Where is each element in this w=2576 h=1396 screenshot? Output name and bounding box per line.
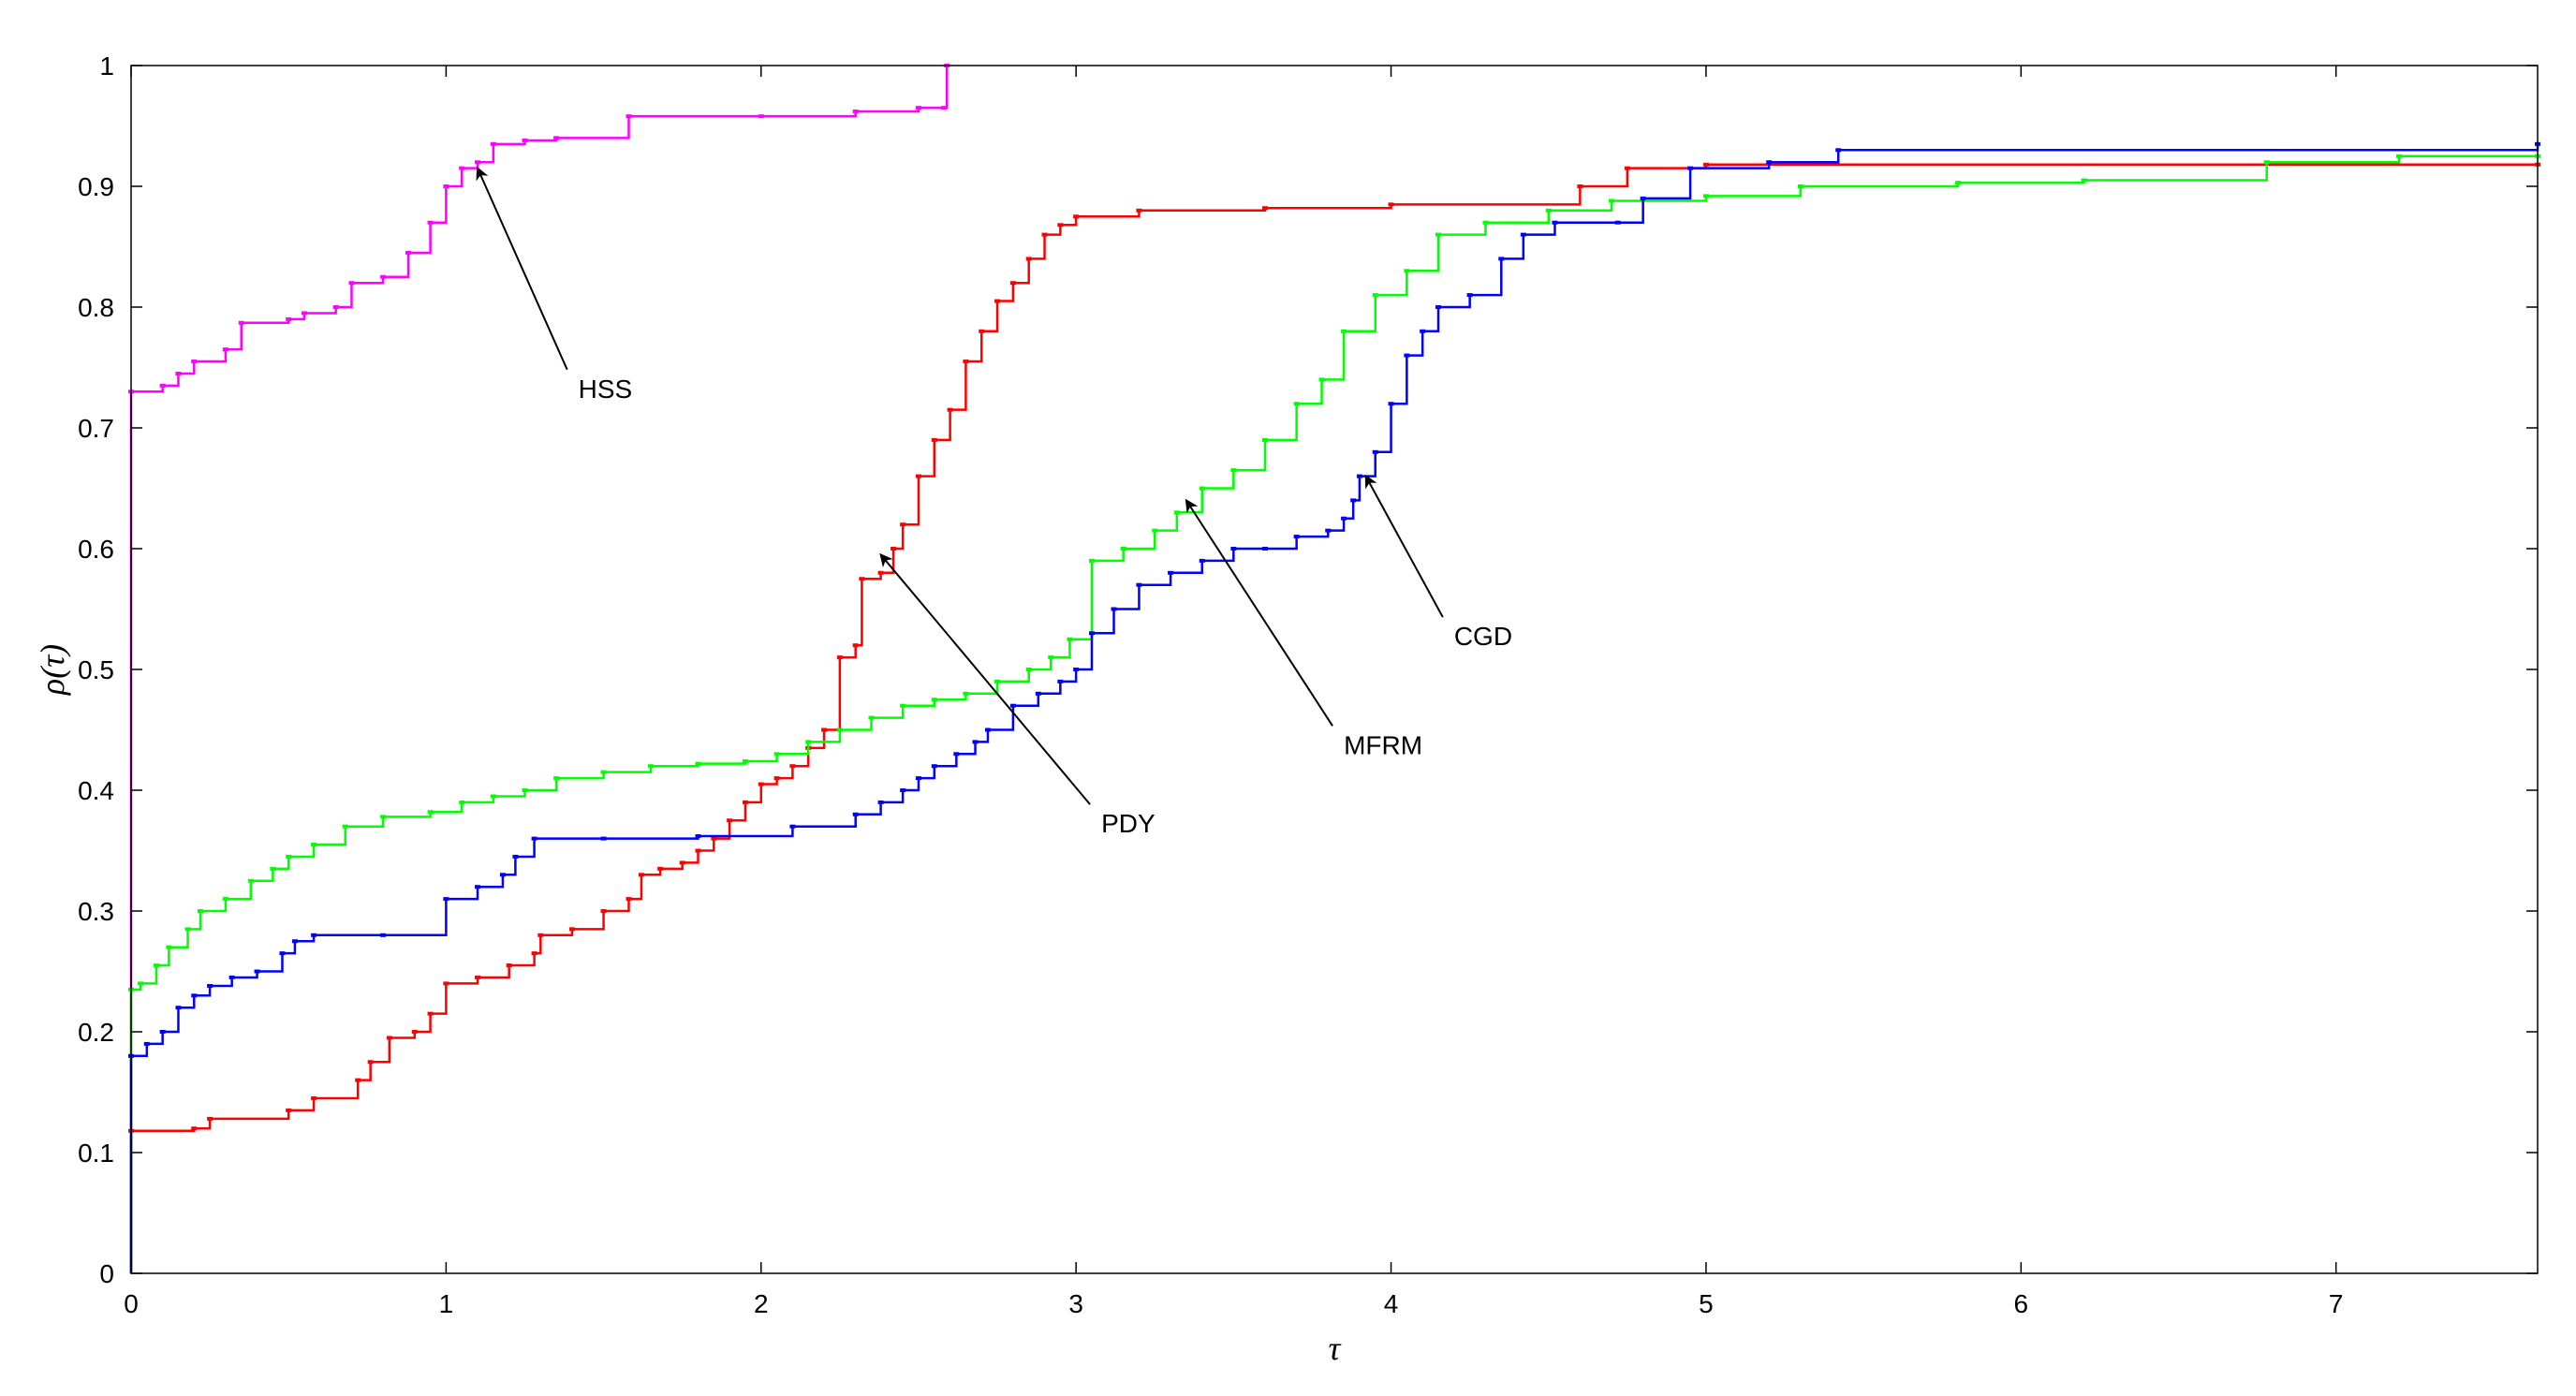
x-tick-label: 5: [1699, 1289, 1714, 1318]
x-tick-label: 7: [2329, 1289, 2344, 1318]
y-tick-label: 1: [99, 51, 114, 81]
series-layer: [128, 64, 2540, 1273]
annotation-label-cgd: CGD: [1454, 622, 1512, 651]
y-tick-label: 0.8: [78, 293, 114, 322]
annotation-label-mfrm: MFRM: [1344, 730, 1422, 759]
x-tick-label: 0: [124, 1289, 139, 1318]
annotation-hss: HSS: [476, 166, 633, 404]
annotation-pdy: PDY: [879, 552, 1156, 838]
annotation-arrow-cgd: [1364, 474, 1444, 618]
annotation-cgd: CGD: [1364, 474, 1512, 651]
annotation-arrow-pdy: [879, 552, 1091, 805]
y-tick-label: 0.9: [78, 172, 114, 201]
annotation-arrow-mfrm: [1185, 498, 1333, 727]
y-tick-label: 0.6: [78, 535, 114, 564]
annotation-label-hss: HSS: [579, 375, 633, 404]
series-mfrm: [128, 154, 2540, 1273]
annotation-label-pdy: PDY: [1101, 809, 1156, 838]
series-line-hss: [129, 66, 949, 1273]
x-tick-label: 3: [1068, 1289, 1083, 1318]
series-line-cgd: [129, 143, 2539, 1273]
y-tick-label: 0.2: [78, 1018, 114, 1047]
series-pdy: [128, 162, 2540, 1273]
x-tick-label: 1: [439, 1289, 454, 1318]
tick-layer: 0 1 2 3 4 5 6 7 0 0.1 0.2 0.3 0.4 0.5 0.6 0.7 0.8 0.9 1: [78, 51, 2538, 1318]
series-hss: [128, 64, 950, 1273]
y-tick-label: 0.5: [78, 655, 114, 684]
x-axis-label: τ: [1329, 1330, 1342, 1367]
annotation-arrow-hss: [476, 166, 568, 371]
x-tick-label: 6: [2014, 1289, 2029, 1318]
annotation-layer: HSS PDY MFRM CGD: [476, 166, 1512, 838]
y-tick-label: 0.3: [78, 897, 114, 926]
y-axis-label: ρ(τ): [34, 644, 71, 696]
x-tick-label: 4: [1384, 1289, 1399, 1318]
x-tick-label: 2: [754, 1289, 769, 1318]
annotation-mfrm: MFRM: [1185, 498, 1422, 759]
y-tick-label: 0.4: [78, 776, 114, 805]
y-tick-label: 0: [99, 1259, 114, 1288]
y-tick-label: 0.1: [78, 1139, 114, 1168]
y-tick-label: 0.7: [78, 414, 114, 443]
